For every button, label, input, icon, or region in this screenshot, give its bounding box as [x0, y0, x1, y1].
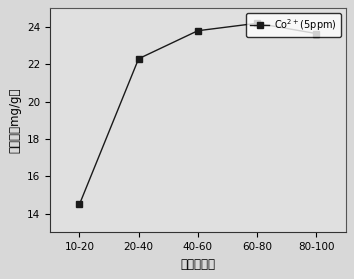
Y-axis label: 吸附量（mg/g）: 吸附量（mg/g） [8, 88, 21, 153]
X-axis label: 粒径（目）: 粒径（目） [180, 258, 215, 271]
Legend: $\mathregular{Co^{2+}}$(5ppm): $\mathregular{Co^{2+}}$(5ppm) [246, 13, 341, 37]
